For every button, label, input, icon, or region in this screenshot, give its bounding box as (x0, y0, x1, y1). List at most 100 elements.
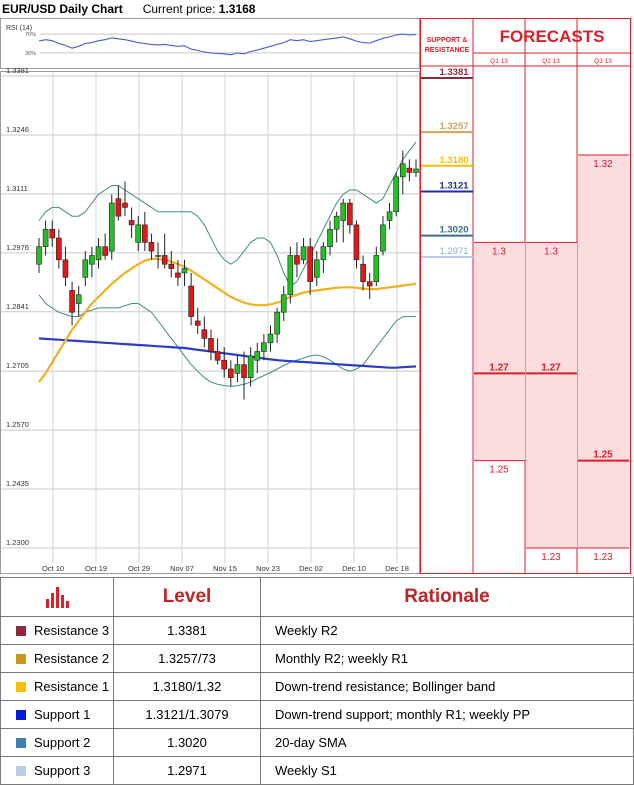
x-tick-label: Oct 19 (85, 564, 107, 573)
table-row: Support 1 1.3121/1.3079 Down-trend suppo… (0, 700, 634, 729)
level-value: 1.3381 (113, 616, 261, 645)
candle-body (161, 255, 168, 265)
candle-body (89, 255, 95, 265)
sr-level-label: 1.3257 (439, 121, 468, 132)
rsi-tick: 70% (25, 32, 36, 38)
color-swatch (16, 766, 26, 777)
table-row: Resistance 1 1.3180/1.32 Down-trend resi… (0, 672, 634, 701)
candle-body (221, 359, 227, 370)
color-swatch (16, 738, 26, 749)
levels-table: Level Rationale Resistance 3 1.3381 Week… (0, 577, 634, 785)
forecast-range (526, 242, 577, 549)
forecast-label: 1.23 (593, 552, 613, 563)
table-row: Support 2 1.3020 20-day SMA (0, 728, 634, 757)
candle-body (280, 294, 287, 313)
bar-chart-icon (46, 587, 69, 608)
candle-body (333, 215, 340, 230)
candle-body (247, 355, 254, 379)
candle-body (254, 351, 261, 361)
candle-body (102, 246, 108, 256)
quarter-header: Q2 13 (542, 58, 560, 65)
level-value: 1.3121/1.3079 (113, 700, 261, 729)
candle-body (327, 228, 333, 248)
candle-body (261, 342, 267, 352)
chart-header: EUR/USD Daily Chart Current price: 1.316… (2, 2, 255, 16)
x-tick-label: Dec 10 (342, 564, 366, 573)
y-tick-label: 1.2300 (6, 538, 29, 547)
candle-body (128, 220, 135, 226)
y-tick-label: 1.2570 (6, 420, 29, 429)
candle-body (36, 246, 42, 265)
candle-body (214, 351, 221, 361)
candle-body (274, 311, 280, 335)
chart-canvas: RSI (14)70%30% 1.33811.32461.31111.29761… (0, 18, 631, 574)
color-swatch (16, 682, 26, 693)
level-name: Resistance 2 (34, 651, 110, 667)
candle-body (42, 228, 49, 248)
candle-body (307, 246, 313, 282)
level-value: 1.3257/73 (113, 644, 261, 673)
candle-body (201, 329, 208, 339)
forecast-panel: SUPPORT & RESISTANCE FORECASTS Q1 13 Q2 13 Q3… (420, 18, 631, 574)
candle-body (175, 272, 181, 278)
candle-body (228, 368, 234, 379)
candle-body (320, 246, 327, 261)
quarter-header: Q1 13 (490, 58, 508, 65)
candle-body (49, 228, 56, 239)
rsi-panel: RSI (14)70% 30% (0, 18, 420, 69)
level-rationale: Monthly R2; weekly R1 (260, 644, 634, 673)
sr-label-line: SUPPORT & (427, 37, 468, 44)
candle-body (360, 263, 366, 282)
forecast-label: 1.25 (593, 450, 613, 461)
sma-200-line (38, 337, 417, 369)
bollinger-lower-line (38, 294, 416, 387)
y-tick-label: 1.2435 (6, 479, 29, 488)
candle-body (75, 294, 82, 304)
y-tick-label: 1.2841 (6, 302, 29, 311)
x-tick-label: Nov 07 (170, 564, 194, 573)
level-rationale: Down-trend support; monthly R1; weekly P… (260, 700, 634, 729)
sr-level-label: 1.3020 (439, 225, 468, 236)
forecast-label: 1.27 (541, 362, 561, 373)
candle-body (267, 333, 274, 344)
candle-body (208, 338, 214, 352)
chart-title: EUR/USD Daily Chart (2, 2, 123, 16)
forecast-range (578, 155, 629, 549)
sr-level-label: 1.3180 (439, 155, 468, 166)
candle-body (188, 285, 194, 317)
rsi-tick: 30% (25, 51, 36, 57)
candle-body (241, 364, 247, 379)
table-row: Resistance 2 1.3257/73 Monthly R2; weekl… (0, 644, 634, 673)
table-header-row: Level Rationale (0, 577, 634, 617)
table-header-icon-cell (0, 577, 114, 617)
candle-body (386, 211, 393, 221)
level-value: 1.3180/1.32 (113, 672, 261, 701)
forecast-label: 1.32 (593, 159, 613, 170)
candle-body (380, 224, 386, 252)
candle-body (56, 237, 62, 261)
candle-body (95, 246, 102, 261)
sr-label-line: RESISTANCE (425, 47, 470, 54)
candle-body (340, 202, 347, 221)
color-swatch (16, 626, 26, 637)
candle-body (313, 259, 320, 278)
level-name: Resistance 1 (34, 679, 110, 695)
candle-body (194, 320, 201, 326)
forecast-label: 1.23 (541, 552, 561, 563)
level-value: 1.3020 (113, 728, 261, 757)
y-tick-label: 1.2976 (6, 243, 29, 252)
level-rationale: Weekly S1 (260, 756, 634, 785)
candle-body (135, 224, 142, 243)
y-tick-label: 1.3246 (6, 125, 29, 134)
price-frame (0, 71, 420, 574)
y-tick-label: 1.3381 (6, 66, 29, 75)
forecast-label: 1.25 (489, 465, 509, 476)
candle-body (181, 268, 188, 274)
forecast-label: 1.3 (492, 246, 506, 257)
x-tick-label: Oct 29 (128, 564, 150, 573)
x-tick-label: Nov 23 (256, 564, 280, 573)
candle-body (373, 255, 380, 282)
forecast-label: 1.27 (489, 362, 509, 373)
forecast-label: 1.3 (544, 246, 558, 257)
candle-body (287, 255, 294, 296)
